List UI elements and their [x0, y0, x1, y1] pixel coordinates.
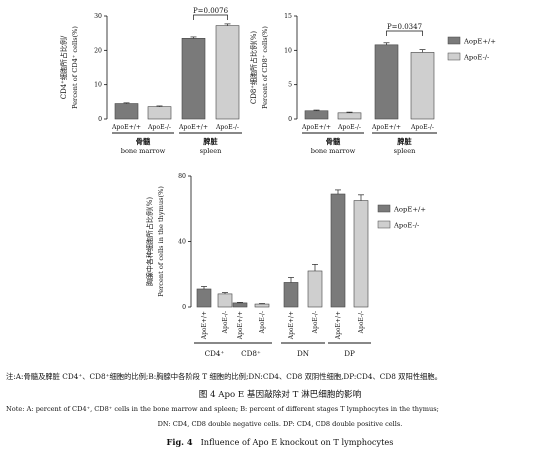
group-label: CD8⁺ — [241, 349, 261, 358]
bar-label: ApoE+/+ — [335, 311, 342, 340]
legend-swatch-0 — [447, 36, 461, 45]
bar-0-0 — [114, 103, 139, 120]
caption-en-note-2: DN: CD4, CD8 double negative cells. DP: … — [157, 420, 403, 428]
legend-label: ApoE-/- — [463, 54, 489, 62]
significance-bracket — [193, 14, 228, 20]
bar-3-1 — [353, 200, 369, 308]
bar-label: ApoE+/+ — [111, 124, 141, 131]
y-axis-label-zh: CD8⁺细胞所占比例(%) — [249, 31, 258, 104]
caption-en-note-1: Note: A: percent of CD4⁺, CD8⁺ cells in … — [6, 405, 439, 413]
bar-label: ApoE+/+ — [371, 124, 401, 131]
bar-label: ApoE+/+ — [237, 311, 244, 340]
bar-label: ApoE+/+ — [201, 311, 208, 340]
significance-bracket — [386, 30, 423, 36]
bar-0-1 — [217, 293, 233, 308]
p-value-label: P=0.0076 — [193, 7, 229, 15]
bar-2-1 — [307, 270, 323, 308]
bar-1-0 — [232, 302, 248, 308]
bar-1-1 — [254, 303, 270, 308]
bar-label: ApoE-/- — [337, 124, 361, 131]
legend-label: ApoE-/- — [393, 222, 419, 230]
bar-label: ApoE+/+ — [301, 124, 331, 131]
bar-3-0 — [330, 193, 346, 308]
caption-en-fig-label: Fig. 4 — [166, 437, 193, 447]
bar-label: ApoE-/- — [358, 311, 365, 334]
y-tick-label: 30 — [94, 13, 102, 20]
chart-c-thymus: 0 40 80 胸腺中各种细胞所占比例(%) Percent of cells in t… — [145, 173, 426, 358]
group-label: DN — [297, 349, 309, 358]
bar-2-0 — [283, 282, 299, 308]
y-tick-label: 0 — [182, 304, 186, 311]
y-tick-label: 20 — [94, 47, 102, 54]
y-tick-label: 10 — [284, 47, 292, 54]
caption-en-title-line: Fig. 4 Influence of Apo E knockout on T l… — [0, 437, 560, 447]
group-label-zh: 脾脏 — [202, 137, 217, 146]
y-axis-label-zh: CD4⁺细胞所占比例/ — [59, 35, 68, 99]
bar-1-1 — [215, 25, 240, 120]
group-label-en: bone marrow — [311, 147, 356, 155]
legend-label: AopE+/+ — [463, 38, 496, 46]
bar-1-0 — [374, 44, 399, 120]
legend-swatch-0 — [377, 204, 391, 213]
group-label: CD4⁺ — [205, 349, 225, 358]
group-label-en: spleen — [200, 147, 223, 155]
y-tick-label: 15 — [284, 13, 292, 20]
bar-label: ApoE+/+ — [178, 124, 208, 131]
group-label-zh: 骨髓 — [136, 137, 151, 146]
bar-0-1 — [147, 106, 172, 120]
y-axis-label-en: Percent of CD4⁺ cells(%) — [71, 26, 79, 109]
y-tick-label: 40 — [178, 239, 186, 246]
bar-label: ApoE-/- — [147, 124, 171, 131]
chart-b-cd8: 0 5 10 15 CD8⁺细胞所占比例(%) Percent of CD8⁺ cells… — [249, 13, 496, 155]
bar-0-0 — [304, 110, 329, 120]
group-label-zh: 骨髓 — [326, 137, 341, 146]
y-axis-label-en: Percent of CD8⁺ cells(%) — [261, 26, 269, 109]
bar-label: ApoE-/- — [222, 311, 229, 334]
y-tick-label: 0 — [98, 116, 102, 123]
caption-zh-title: 图 4 Apo E 基因敲除对 T 淋巴细胞的影响 — [198, 390, 362, 400]
y-tick-label: 0 — [288, 116, 292, 123]
y-axis-label-zh: 胸腺中各种细胞所占比例(%) — [145, 197, 154, 286]
group-label-en: spleen — [394, 147, 417, 155]
bar-0-0 — [196, 288, 212, 308]
group-label-zh: 脾脏 — [396, 137, 411, 146]
legend-label: AopE+/+ — [393, 206, 426, 214]
chart-a-cd4: 0 10 20 30 CD4⁺细胞所占比例/Percent of CD4⁺ cells(… — [59, 7, 242, 155]
bar-0-1 — [337, 112, 362, 120]
bar-label: ApoE-/- — [215, 124, 239, 131]
bar-label: ApoE-/- — [312, 311, 319, 334]
bar-label: ApoE+/+ — [288, 311, 295, 340]
legend-swatch-1 — [377, 220, 391, 229]
legend-swatch-1 — [447, 52, 461, 61]
bar-label: ApoE-/- — [259, 311, 266, 334]
y-tick-label: 10 — [94, 82, 102, 89]
group-label-en: bone marrow — [121, 147, 166, 155]
caption-zh-note: 注:A:骨髓及脾脏 CD4⁺、CD8⁺细胞的比例;B:胸腺中各阶段 T 细胞的比… — [6, 372, 442, 381]
bar-1-1 — [410, 52, 435, 120]
caption-en-title: Influence of Apo E knockout on T lymphoc… — [200, 437, 394, 447]
group-label: DP — [344, 349, 355, 358]
y-tick-label: 80 — [178, 173, 186, 180]
y-axis-label-en: Percent of cells in the thymus(%) — [157, 186, 165, 297]
bar-label: ApoE-/- — [410, 124, 434, 131]
p-value-label: P=0.0347 — [387, 23, 422, 31]
bar-1-0 — [181, 38, 206, 120]
y-tick-label: 5 — [288, 82, 292, 89]
